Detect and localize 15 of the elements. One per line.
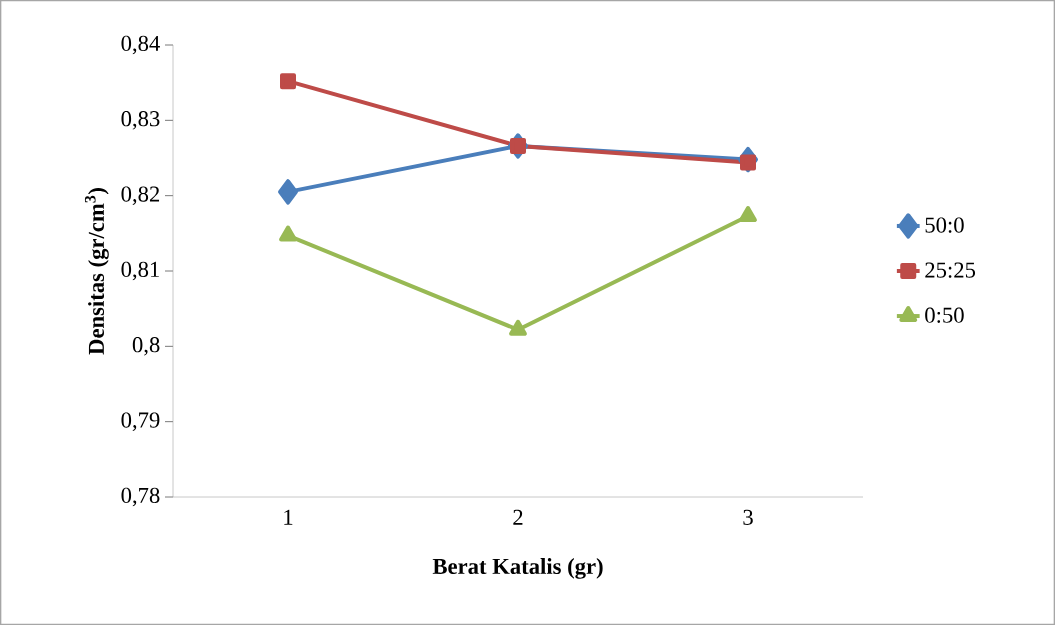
x-tick-label: 3: [743, 509, 753, 525]
legend-label: 0:50: [925, 307, 964, 323]
y-axis-title: Densitas (gr/cm$^{3}$): [84, 188, 109, 355]
x-tick-label: 2: [513, 509, 523, 525]
y-tick-label: 0,84: [121, 35, 160, 55]
y-tick-label: 0,78: [121, 487, 160, 507]
legend-label: 25:25: [925, 262, 976, 278]
legend-label: 50:0: [925, 217, 964, 233]
y-tick-label: 0,82: [121, 186, 160, 205]
x-tick-label: 1: [284, 509, 293, 525]
x-axis-title: Berat Katalis (gr): [432, 558, 603, 579]
y-tick-label: 0,79: [121, 412, 160, 431]
y-tick-label: 0,83: [121, 111, 160, 130]
y-tick-label: 0,8: [132, 337, 160, 356]
y-tick-label: 0,81: [121, 261, 159, 281]
